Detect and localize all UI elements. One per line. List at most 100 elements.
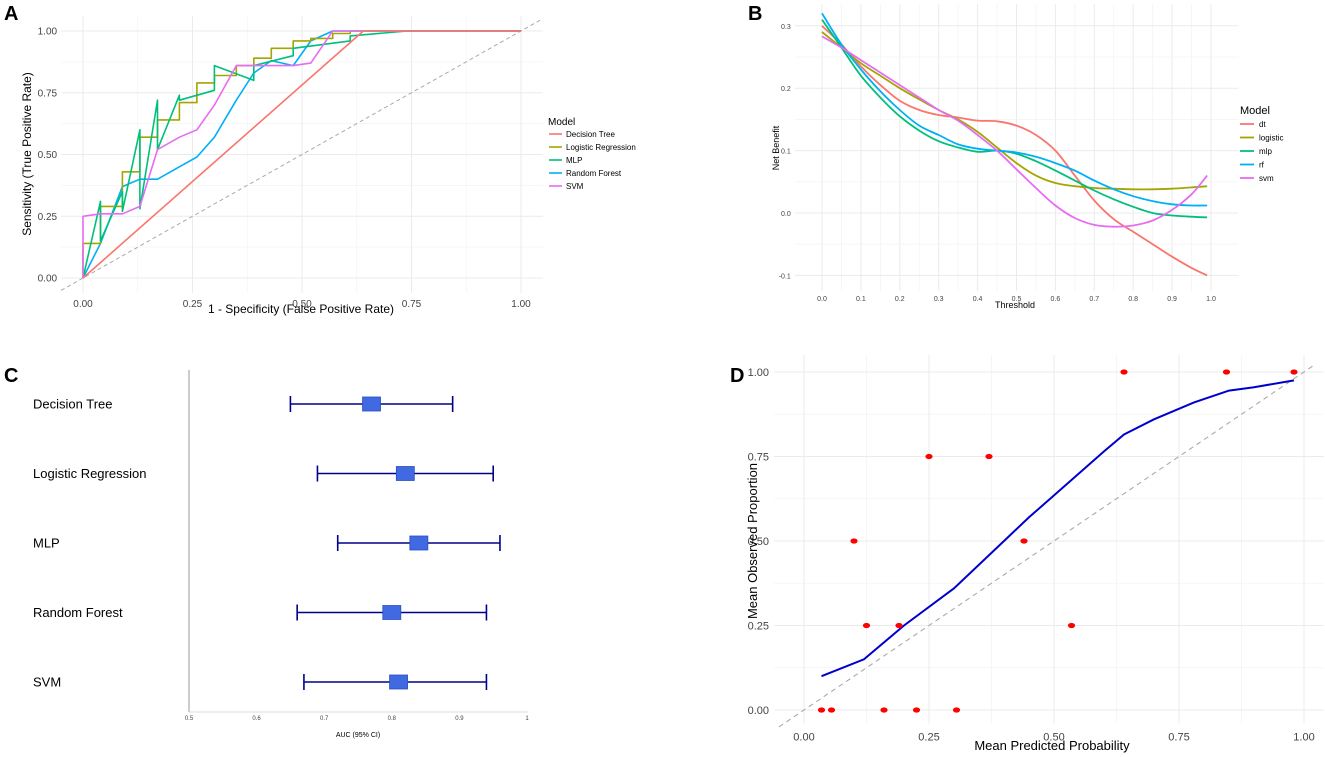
forest-point-estimate-svm bbox=[389, 674, 408, 690]
calibration-x-tick-label: 0.50 bbox=[1043, 732, 1064, 744]
calibration-point bbox=[862, 622, 871, 629]
roc-y-tick-label: 0.75 bbox=[38, 88, 58, 99]
roc-legend-label-logistic-regression: Logistic Regression bbox=[566, 143, 636, 152]
roc-x-tick-label: 1.00 bbox=[511, 299, 531, 310]
dca-legend: Model dt logistic mlp rf svm bbox=[1240, 105, 1283, 183]
dca-y-tick-label: 0.2 bbox=[781, 86, 791, 93]
roc-legend-label-decision-tree: Decision Tree bbox=[566, 130, 615, 139]
roc-x-tick-label: 0.75 bbox=[402, 299, 422, 310]
dca-x-tick-label: 0.4 bbox=[973, 296, 983, 303]
roc-panel: 0.00 0.25 0.50 0.75 1.00 0.00 0.25 0.50 0.75 1.0… bbox=[20, 16, 636, 316]
calibration-x-axis-label: Mean Predicted Probability bbox=[974, 738, 1130, 753]
roc-legend-label-mlp: MLP bbox=[566, 156, 582, 165]
calibration-reference-line bbox=[778, 364, 1315, 728]
roc-y-tick-label: 1.00 bbox=[38, 27, 58, 38]
calibration-point bbox=[880, 707, 888, 713]
dca-line-mlp bbox=[821, 19, 1208, 219]
calibration-point bbox=[895, 622, 903, 629]
dca-y-tick-label: -0.1 bbox=[779, 273, 791, 280]
calibration-curve bbox=[821, 379, 1295, 678]
roc-legend: Model Decision Tree Logistic Regression ML… bbox=[548, 117, 636, 191]
forest-x-tick-label: 1 bbox=[525, 716, 529, 722]
forest-row-label-svm: SVM bbox=[33, 675, 61, 690]
calibration-point bbox=[985, 453, 993, 460]
calibration-point bbox=[1020, 538, 1028, 544]
dca-x-tick-label: 0.8 bbox=[1128, 296, 1138, 303]
calibration-panel: 0.00 0.25 0.50 0.75 1.00 0.00 0.25 0.50 0.75 1.0… bbox=[745, 355, 1324, 753]
dca-legend-label-dt: dt bbox=[1259, 120, 1266, 129]
forest-x-axis-label: AUC (95% CI) bbox=[336, 732, 380, 739]
calibration-y-tick-label: 1.00 bbox=[748, 367, 769, 379]
dca-y-tick-label: 0.0 bbox=[781, 211, 791, 218]
roc-legend-label-random-forest: Random Forest bbox=[566, 169, 622, 178]
dca-x-tick-label: 1.0 bbox=[1206, 296, 1216, 303]
calibration-point bbox=[1222, 369, 1231, 375]
roc-line-svm bbox=[82, 30, 521, 278]
forest-row-label-logistic-regression: Logistic Regression bbox=[33, 466, 146, 481]
calibration-x-tick-label: 0.25 bbox=[918, 732, 939, 744]
forest-x-tick-label: 0.6 bbox=[252, 716, 261, 722]
dca-x-tick-label: 0.0 bbox=[817, 296, 827, 303]
panel-label-c: C bbox=[4, 365, 18, 387]
dca-y-axis-label: Net Benefit bbox=[771, 125, 781, 170]
dca-legend-label-svm: svm bbox=[1259, 174, 1274, 183]
roc-legend-title: Model bbox=[548, 117, 575, 128]
forest-point-estimate-mlp bbox=[409, 535, 429, 551]
panel-label-d: D bbox=[730, 365, 744, 387]
dca-x-tick-label: 0.2 bbox=[895, 296, 905, 303]
roc-x-tick-label: 0.50 bbox=[292, 299, 312, 310]
dca-x-tick-label: 0.3 bbox=[934, 296, 944, 303]
calibration-point bbox=[817, 707, 826, 713]
panel-label-a: A bbox=[4, 3, 18, 25]
calibration-y-axis-label: Mean Observed Proportion bbox=[745, 463, 760, 619]
dca-x-tick-label: 0.6 bbox=[1051, 296, 1061, 303]
dca-line-rf bbox=[821, 12, 1208, 207]
panel-label-b: B bbox=[748, 3, 762, 25]
roc-y-axis-label: Sensitivity (True Positive Rate) bbox=[20, 72, 34, 236]
forest-row-label-decision-tree: Decision Tree bbox=[33, 397, 112, 412]
dca-panel: 0.0 0.1 0.2 0.3 0.4 0.5 0.6 0.7 0.8 0.9 1.0 -0.1 0.… bbox=[771, 3, 1283, 310]
dca-y-tick-label: 0.3 bbox=[781, 24, 791, 31]
dca-line-svm bbox=[821, 35, 1208, 228]
roc-x-tick-label: 0.25 bbox=[183, 299, 203, 310]
dca-line-logistic bbox=[821, 31, 1208, 191]
dca-y-tick-label: 0.1 bbox=[781, 149, 791, 156]
calibration-point bbox=[1067, 622, 1076, 629]
forest-point-estimate-decision-tree bbox=[362, 396, 381, 412]
roc-x-axis-label: 1 - Specificity (False Positive Rate) bbox=[208, 302, 394, 316]
calibration-x-tick-label: 0.00 bbox=[793, 732, 814, 744]
calibration-y-tick-label: 0.25 bbox=[748, 621, 769, 633]
calibration-point bbox=[912, 707, 921, 713]
calibration-x-tick-label: 0.75 bbox=[1168, 732, 1189, 744]
dca-legend-label-logistic: logistic bbox=[1259, 134, 1283, 143]
dca-x-tick-label: 0.5 bbox=[1012, 296, 1022, 303]
calibration-y-tick-label: 0.50 bbox=[748, 536, 769, 548]
forest-point-estimate-logistic-regression bbox=[395, 466, 415, 481]
dca-x-tick-label: 0.9 bbox=[1167, 296, 1177, 303]
forest-row-label-mlp: MLP bbox=[33, 536, 60, 551]
dca-x-tick-label: 0.7 bbox=[1089, 296, 1099, 303]
roc-y-tick-label: 0.50 bbox=[38, 150, 58, 161]
forest-row-label-random-forest: Random Forest bbox=[33, 605, 123, 620]
calibration-point bbox=[1290, 369, 1298, 375]
calibration-y-tick-label: 0.00 bbox=[748, 705, 769, 717]
calibration-y-tick-label: 0.75 bbox=[748, 452, 769, 464]
calibration-x-tick-label: 1.00 bbox=[1293, 732, 1314, 744]
forest-x-tick-label: 0.7 bbox=[320, 716, 329, 722]
roc-y-tick-label: 0.00 bbox=[38, 274, 58, 285]
forest-panel: Decision Tree Logistic Regression MLP Rando… bbox=[33, 370, 529, 739]
dca-x-axis-label: Threshold bbox=[995, 300, 1035, 310]
forest-point-estimate-random-forest bbox=[382, 605, 402, 620]
roc-legend-label-svm: SVM bbox=[566, 182, 584, 191]
calibration-point bbox=[827, 707, 836, 713]
dca-legend-label-mlp: mlp bbox=[1259, 147, 1272, 156]
calibration-point bbox=[1120, 369, 1128, 375]
dca-legend-label-rf: rf bbox=[1259, 161, 1265, 170]
forest-x-tick-label: 0.8 bbox=[388, 716, 397, 722]
calibration-point bbox=[952, 707, 961, 713]
roc-y-tick-label: 0.25 bbox=[38, 212, 58, 223]
forest-x-tick-label: 0.9 bbox=[455, 716, 464, 722]
forest-x-tick-label: 0.5 bbox=[185, 716, 194, 722]
calibration-point bbox=[925, 453, 933, 460]
